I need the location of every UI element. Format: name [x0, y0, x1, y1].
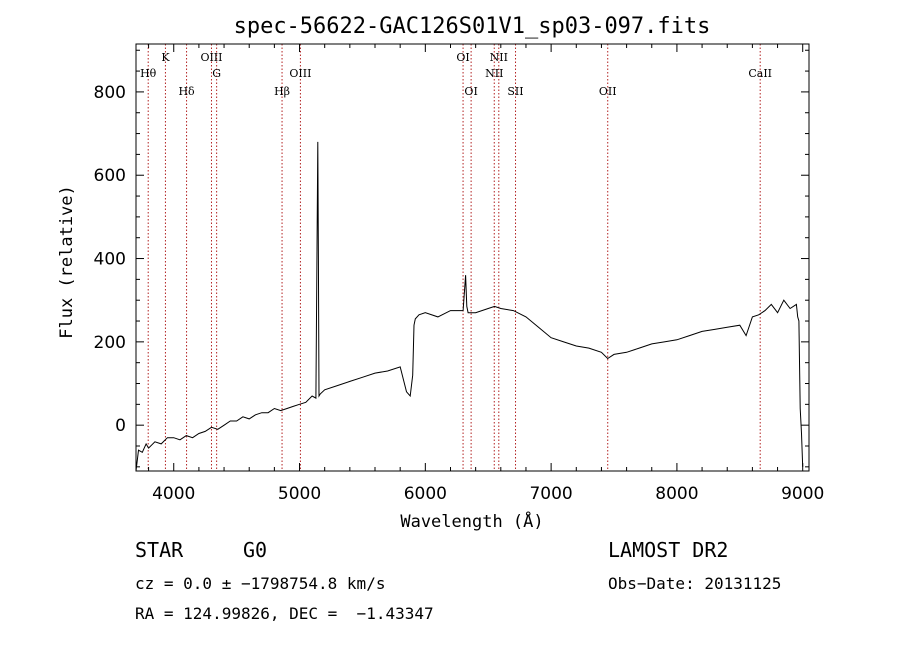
y-tick-label: 800: [94, 83, 126, 103]
line-marker-label: K: [161, 51, 170, 64]
redshift-line: cz = 0.0 ± −1798754.8 km/s: [135, 574, 386, 593]
line-marker-label: G: [212, 67, 221, 80]
class-label: STAR: [135, 538, 184, 562]
line-marker-label: Hθ: [140, 67, 157, 80]
x-tick-label: 5000: [278, 484, 321, 504]
line-marker-label: Hδ: [178, 85, 195, 98]
subclass-label: G0: [243, 538, 268, 562]
x-axis-label: Wavelength (Å): [400, 510, 543, 532]
spectrum-line: [135, 141, 804, 472]
line-marker-label: NII: [490, 51, 508, 64]
coordinates-line: RA = 124.99826, DEC = −1.43347: [135, 604, 434, 623]
line-marker-label: Hβ: [274, 85, 290, 98]
line-marker-label: OI: [456, 51, 469, 64]
x-tick-label: 9000: [781, 484, 824, 504]
y-axis-ticks: 0 200 400 600 800: [94, 49, 809, 468]
obs-date: Obs−Date: 20131125: [608, 574, 782, 593]
x-axis-ticks: 4000 5000 6000 7000 8000 9000: [148, 44, 824, 504]
y-axis-label: Flux (relative): [57, 185, 77, 339]
line-marker-label: OIII: [289, 67, 311, 80]
emission-line-markers: [147, 44, 761, 471]
x-tick-label: 6000: [404, 484, 447, 504]
chart-title: spec-56622-GAC126S01V1_sp03-097.fits: [234, 14, 711, 39]
plot-frame: [135, 43, 810, 472]
line-marker-label: OI: [464, 85, 477, 98]
y-tick-label: 400: [94, 250, 126, 270]
y-tick-label: 600: [94, 166, 126, 186]
emission-line-labels: Hθ K Hδ OIII G Hβ OIII OI OI NII NII SII OII CaII: [140, 51, 772, 98]
line-marker-label: SII: [507, 85, 523, 98]
x-tick-label: 8000: [655, 484, 698, 504]
line-marker-label: NII: [485, 67, 503, 80]
line-marker-label: CaII: [748, 67, 772, 80]
survey-label: LAMOST DR2: [608, 538, 729, 562]
x-tick-label: 7000: [529, 484, 572, 504]
x-tick-label: 4000: [152, 484, 195, 504]
line-marker-label: OII: [599, 85, 617, 98]
y-tick-label: 0: [115, 416, 126, 436]
y-tick-label: 200: [94, 333, 126, 353]
line-marker-label: OIII: [200, 51, 222, 64]
